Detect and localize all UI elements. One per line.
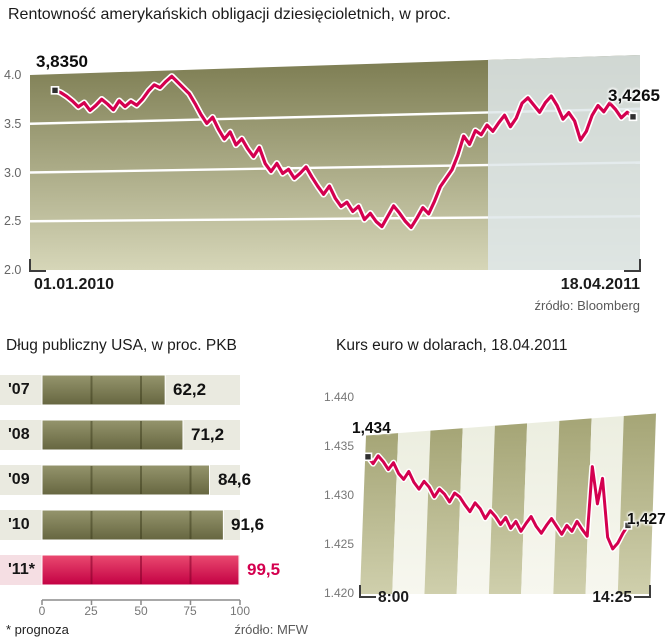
euro-xaxis-start-time: 8:00	[378, 589, 410, 606]
bond-source: źródło: Bloomberg	[534, 298, 641, 313]
euro-ytick-1.430: 1.430	[323, 488, 354, 502]
euro-start-value-label: 1,434	[352, 420, 391, 437]
bond-ytick-2.5: 2.5	[4, 214, 22, 228]
debt-category-07: '07	[8, 381, 30, 398]
bond-chart-title: Rentowność amerykańskich obligacji dzies…	[8, 6, 451, 23]
debt-source: źródło: MFW	[234, 622, 308, 637]
debt-category-08: '08	[8, 426, 30, 443]
debt-category-11: '11*	[8, 561, 35, 578]
debt-xtick-75: 75	[183, 604, 197, 618]
debt-footnote: * prognoza	[6, 622, 69, 637]
debt-xtick-50: 50	[134, 604, 148, 618]
debt-value-11: 99,5	[247, 560, 281, 579]
bond-ytick-2.0: 2.0	[4, 263, 22, 277]
debt-chart-title: Dług publiczny USA, w proc. PKB	[6, 337, 237, 354]
euro-xaxis-end-time: 14:25	[592, 589, 632, 606]
debt-value-08: 71,2	[191, 425, 225, 444]
bond-ytick-4.0: 4.0	[4, 68, 22, 82]
debt-value-09: 84,6	[218, 470, 252, 489]
debt-xtick-100: 100	[229, 604, 251, 618]
euro-end-value-label: 1,427	[627, 511, 666, 528]
euro-chart-title: Kurs euro w dolarach, 18.04.2011	[336, 337, 568, 354]
debt-xtick-25: 25	[84, 604, 98, 618]
euro-ytick-1.420: 1.420	[323, 586, 354, 600]
debt-category-10: '10	[8, 516, 30, 533]
bond-start-value-label: 3,8350	[36, 52, 88, 71]
debt-value-07: 62,2	[173, 380, 207, 399]
euro-ytick-1.440: 1.440	[323, 390, 354, 404]
euro-ytick-1.425: 1.425	[323, 537, 354, 551]
debt-category-09: '09	[8, 471, 30, 488]
bond-end-value-label: 3,4265	[608, 86, 660, 105]
bond-xaxis-end-date: 18.04.2011	[560, 276, 640, 293]
debt-value-10: 91,6	[231, 515, 265, 534]
bond-xaxis-start-date: 01.01.2010	[34, 276, 115, 293]
debt-xtick-0: 0	[38, 604, 46, 618]
euro-ytick-1.435: 1.435	[323, 439, 354, 453]
bond-ytick-3.0: 3.0	[4, 166, 22, 180]
bond-ytick-3.5: 3.5	[4, 117, 22, 131]
